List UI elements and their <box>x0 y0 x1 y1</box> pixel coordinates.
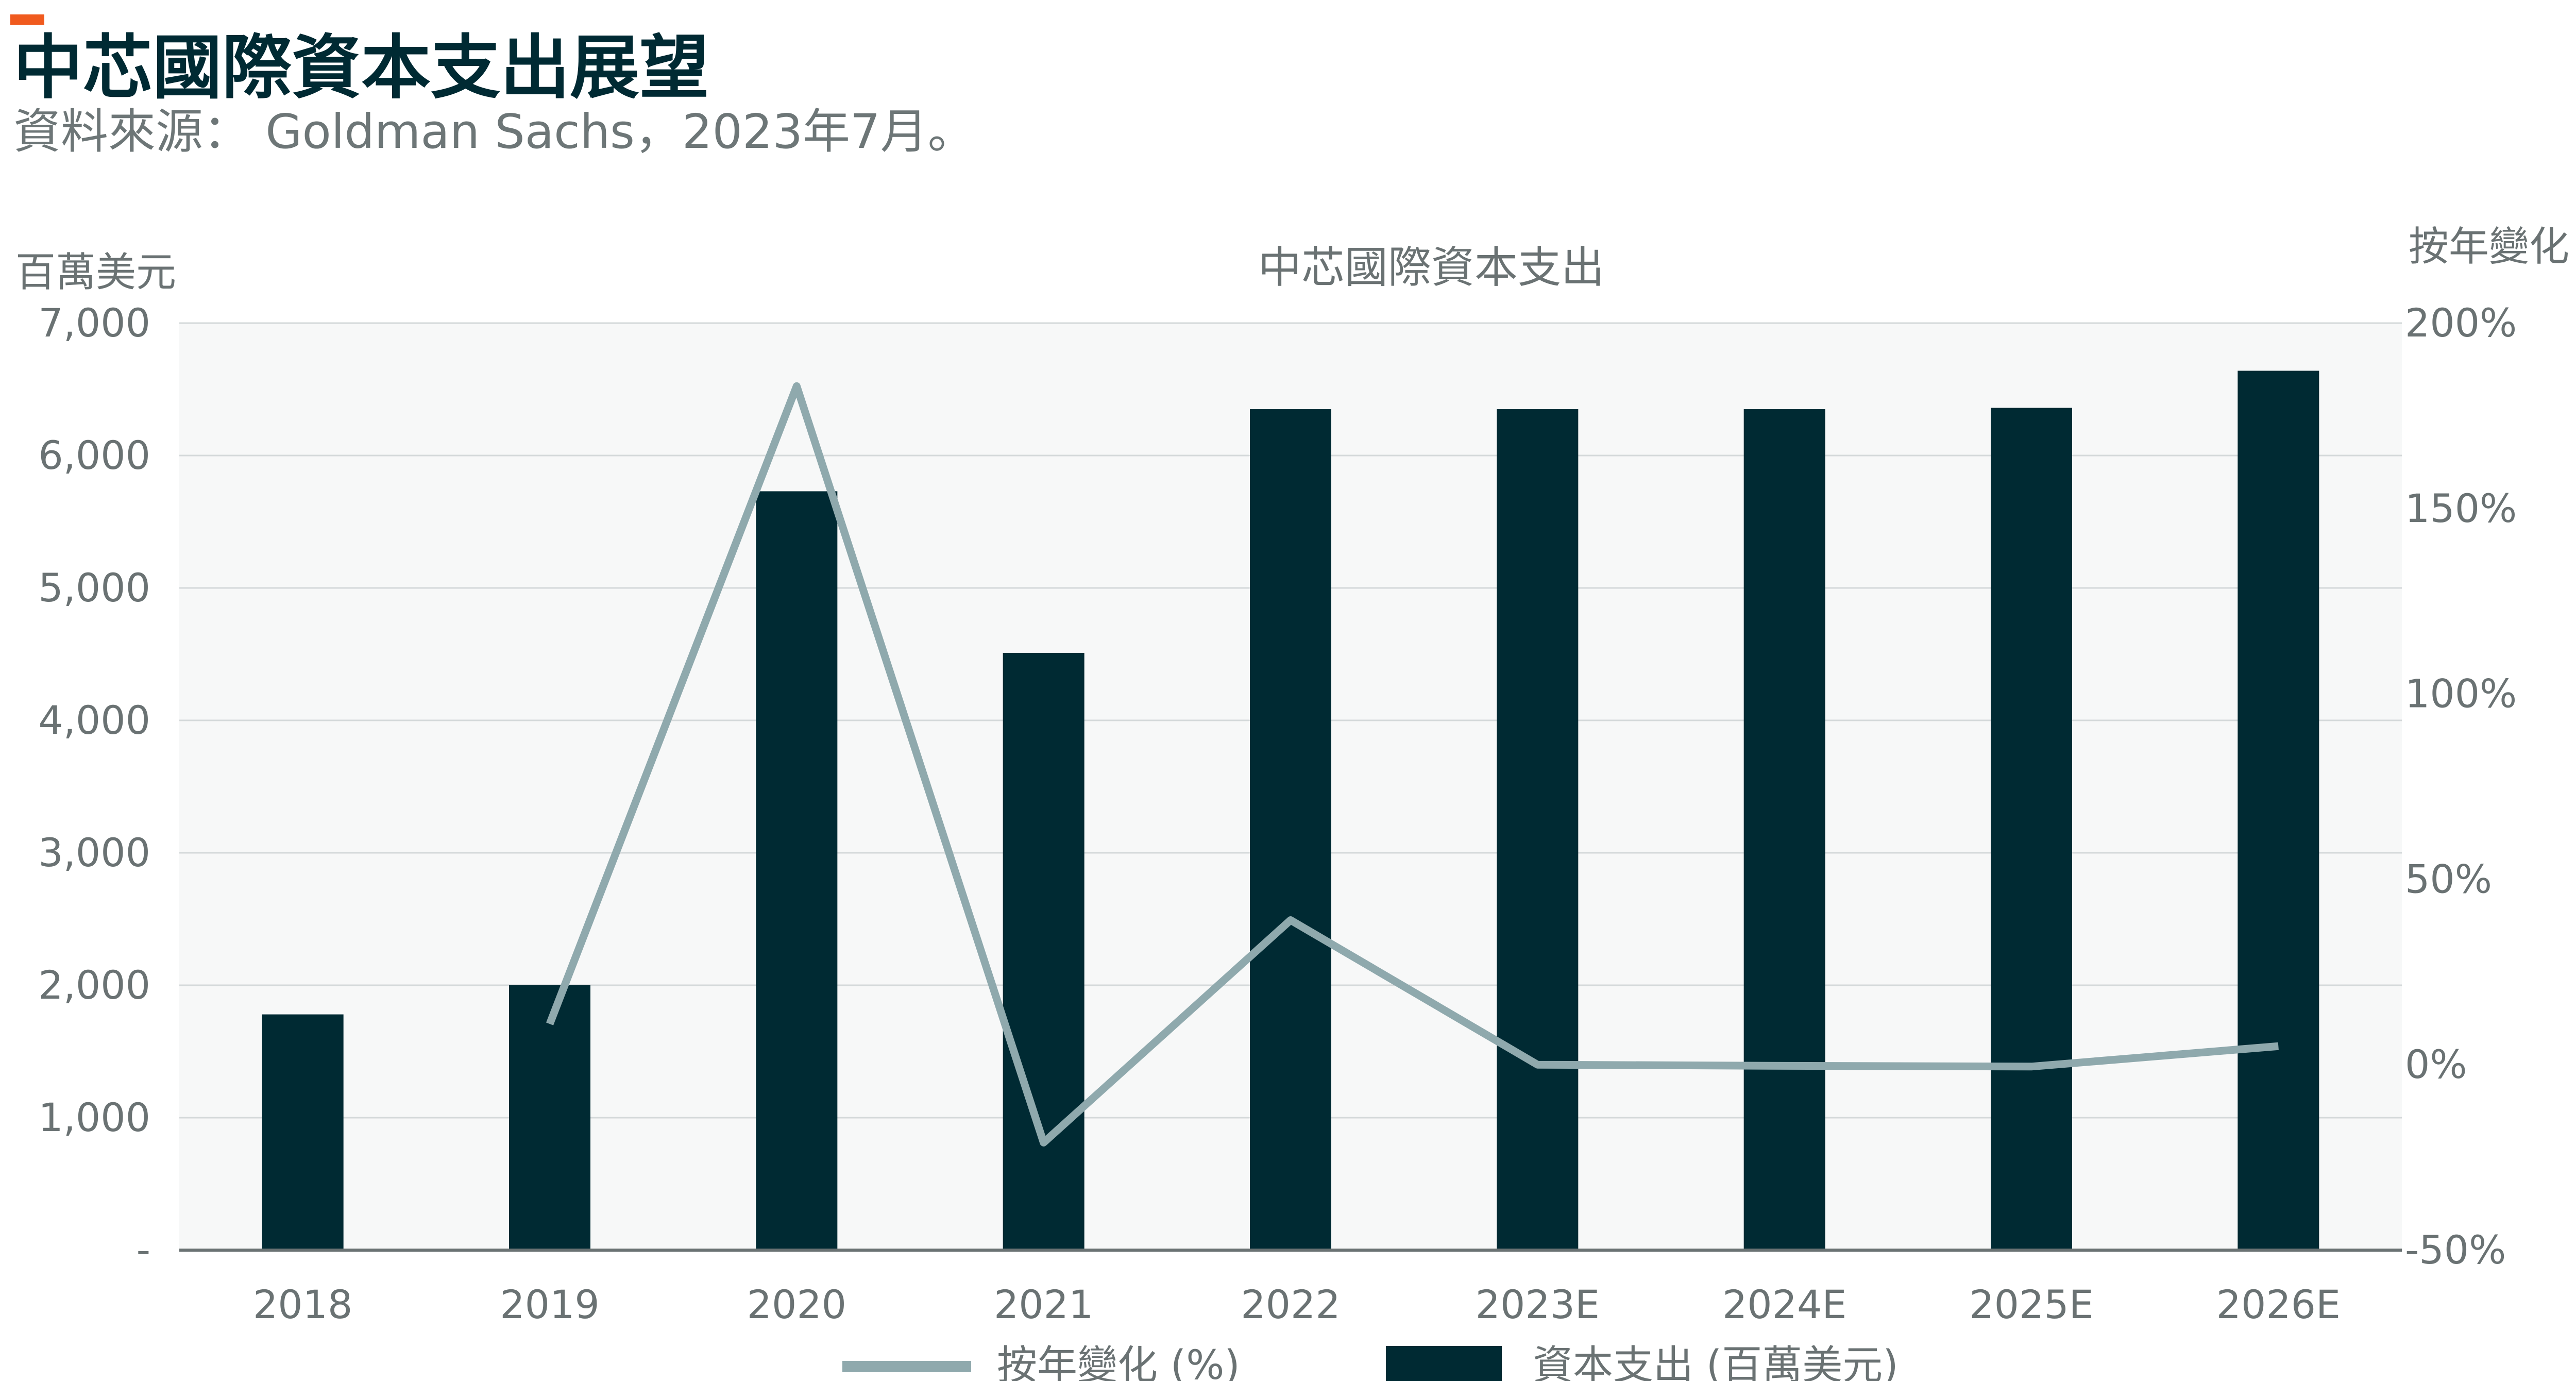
bar-2020 <box>756 491 838 1250</box>
bar-2019 <box>509 985 590 1250</box>
left-tick-label: - <box>137 1227 150 1273</box>
accent-bar <box>10 14 44 25</box>
bar-series <box>262 370 2319 1250</box>
left-tick-label: 1,000 <box>38 1094 150 1140</box>
bar-2026E <box>2238 370 2319 1250</box>
left-tick-label: 4,000 <box>38 697 150 743</box>
legend-bar-swatch <box>1386 1346 1502 1381</box>
left-tick-label: 6,000 <box>38 432 150 478</box>
left-axis-ticks: - 1,000 2,000 3,000 4,000 5,000 6,000 7,000 <box>38 300 150 1273</box>
bar-2023E <box>1497 409 1579 1250</box>
left-tick-label: 7,000 <box>38 300 150 346</box>
left-tick-label: 2,000 <box>38 962 150 1008</box>
right-axis-title: 按年變化 <box>2409 224 2569 270</box>
right-tick-label: 100% <box>2405 671 2517 717</box>
right-tick-label: 200% <box>2405 300 2517 346</box>
right-tick-label: 150% <box>2405 485 2517 531</box>
x-tick-label: 2020 <box>747 1282 846 1327</box>
left-tick-label: 5,000 <box>38 565 150 611</box>
x-tick-label: 2024E <box>1722 1282 1846 1327</box>
x-tick-label: 2018 <box>253 1282 352 1327</box>
x-tick-label: 2026E <box>2216 1282 2341 1327</box>
bar-2021 <box>1003 652 1084 1250</box>
right-tick-label: 50% <box>2405 856 2492 902</box>
x-tick-label: 2025E <box>1969 1282 2093 1327</box>
yoy-line-series <box>546 382 2279 1147</box>
legend: 按年變化 (%) 資本支出 (百萬美元) <box>842 1342 1899 1381</box>
legend-line-label: 按年變化 (%) <box>997 1342 1240 1381</box>
source-note: 資料來源： Goldman Sachs，2023年7月。 <box>13 104 975 159</box>
bar-2018 <box>262 1014 344 1250</box>
bar-2024E <box>1743 409 1825 1250</box>
left-axis-title: 百萬美元 <box>15 249 176 296</box>
right-axis-ticks: -50% 0% 50% 100% 150% 200% <box>2405 300 2517 1273</box>
x-tick-label: 2019 <box>500 1282 599 1327</box>
chart-title: 中芯國際資本支出 <box>1258 242 1604 293</box>
page-title: 中芯國際資本支出展望 <box>13 27 709 108</box>
x-tick-label: 2022 <box>1241 1282 1340 1327</box>
left-tick-label: 3,000 <box>38 830 150 875</box>
right-tick-label: -50% <box>2405 1227 2506 1273</box>
bar-2022 <box>1250 409 1331 1250</box>
x-axis-ticks: 2018 2019 2020 2021 2022 2023E 2024E 2025E 2026E <box>253 1282 2341 1327</box>
x-tick-label: 2023E <box>1476 1282 1600 1327</box>
x-tick-label: 2021 <box>994 1282 1093 1327</box>
bar-2025E <box>1991 408 2072 1250</box>
legend-bar-label: 資本支出 (百萬美元) <box>1533 1342 1899 1381</box>
right-tick-label: 0% <box>2405 1041 2467 1087</box>
